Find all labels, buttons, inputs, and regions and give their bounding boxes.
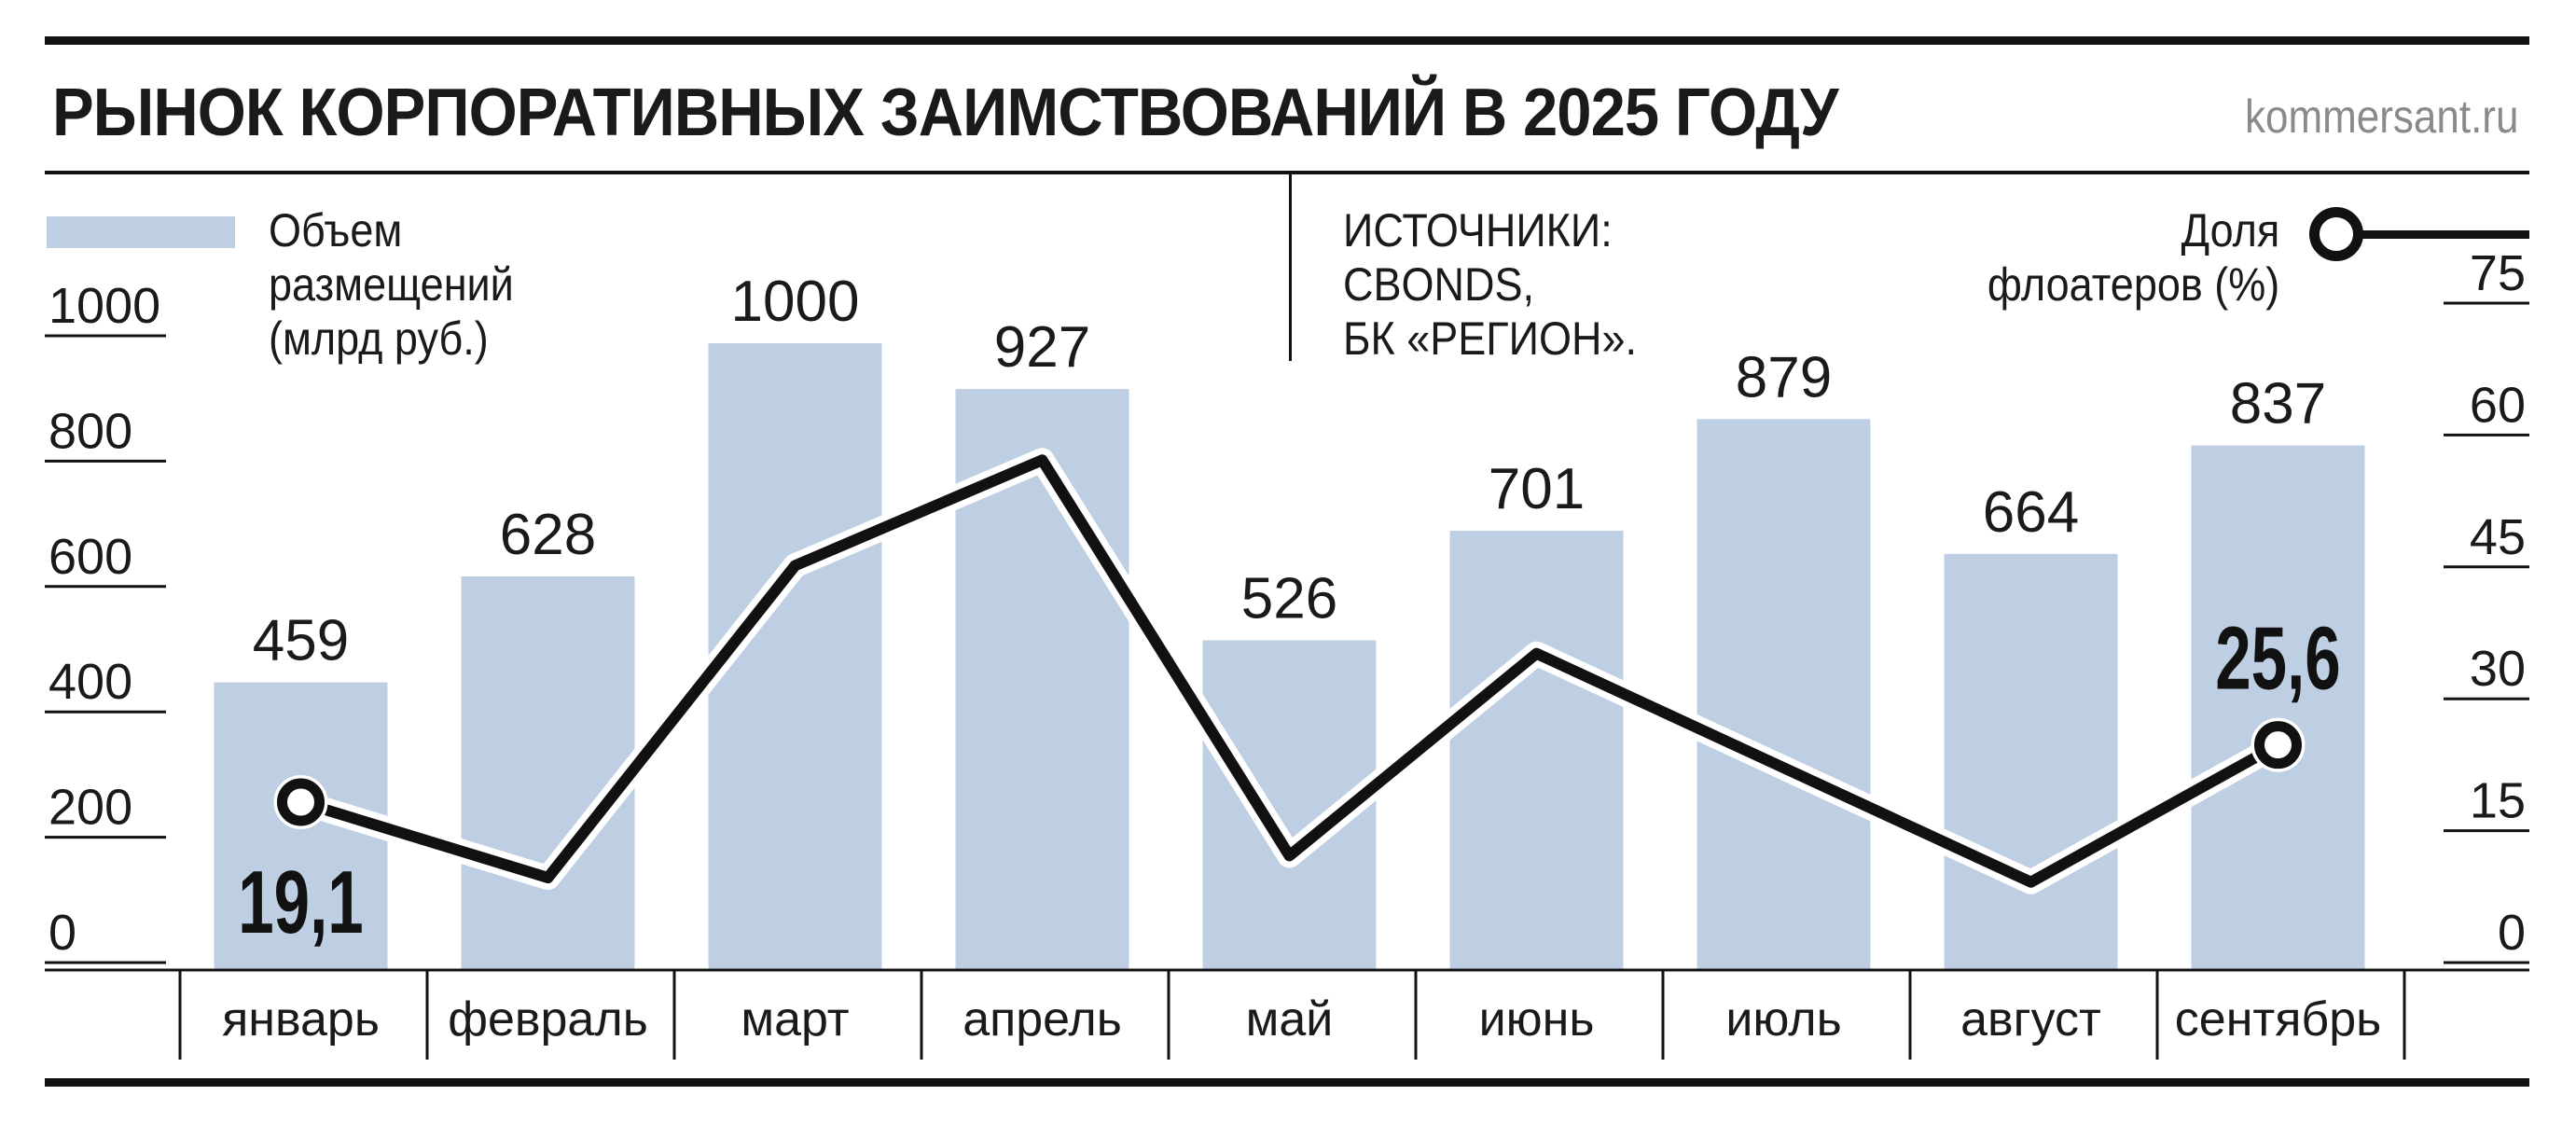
line-legend-line-1: Доля <box>2181 204 2279 256</box>
sources-line-2: CBONDS, <box>1343 258 1535 311</box>
left-axis-tick-label: 400 <box>48 654 132 710</box>
bar-value-label: 1000 <box>731 270 860 334</box>
right-axis-tick-label: 75 <box>2470 245 2526 301</box>
bar-value-label: 927 <box>994 315 1090 380</box>
bar <box>2191 445 2365 970</box>
bar-legend-line-1: Объем <box>269 204 403 256</box>
bar-value-label: 837 <box>2230 372 2326 437</box>
bar-value-label: 526 <box>1241 567 1337 631</box>
category-label: март <box>741 992 849 1047</box>
bar-value-label: 701 <box>1489 457 1585 521</box>
first-point-label: 19,1 <box>238 852 363 952</box>
right-axis-tick-label: 45 <box>2470 509 2526 565</box>
line-series <box>295 454 2284 888</box>
legend-separator <box>1289 174 1292 361</box>
category-label: август <box>1960 992 2101 1047</box>
sources-note: ИСТОЧНИКИ: CBONDS, БК «РЕГИОН». <box>1343 203 1637 366</box>
right-axis-tick-label: 30 <box>2470 641 2526 697</box>
bottom-rule <box>45 1078 2529 1087</box>
bar-legend-line-3: (млрд руб.) <box>269 312 489 365</box>
last-point-label: 25,6 <box>2215 607 2340 708</box>
chart-title: РЫНОК КОРПОРАТИВНЫХ ЗАИМСТВОВАНИЙ В 2025… <box>52 76 1839 150</box>
left-axis-tick-label: 1000 <box>48 278 160 334</box>
bar <box>461 575 635 970</box>
bar-legend-line-2: размещений <box>269 258 514 311</box>
bar-value-label: 879 <box>1736 345 1832 409</box>
line-legend-marker-icon <box>2309 207 2363 261</box>
bar <box>1944 553 2118 970</box>
category-label: июль <box>1725 992 1841 1047</box>
category-label: май <box>1246 992 1334 1047</box>
bar-legend-label: Объем размещений (млрд руб.) <box>269 203 514 366</box>
bar-value-label: 628 <box>500 503 596 567</box>
line-legend-line-2: флоатеров (%) <box>1987 258 2279 311</box>
category-label: июнь <box>1479 992 1595 1047</box>
category-label: сентябрь <box>2175 992 2381 1047</box>
title-rule <box>45 171 2529 174</box>
line-legend-label: Доля флоатеров (%) <box>1987 203 2279 312</box>
site-credit[interactable]: kommersant.ru <box>2244 90 2518 143</box>
sources-line-1: ИСТОЧНИКИ: <box>1343 204 1613 256</box>
line-marker <box>277 778 325 826</box>
line-legend-stroke <box>2360 230 2529 239</box>
category-label: январь <box>222 992 380 1047</box>
category-label: февраль <box>448 992 648 1047</box>
left-axis-tick-label: 600 <box>48 529 132 585</box>
right-axis-tick-label: 60 <box>2470 377 2526 433</box>
bar-value-label: 459 <box>253 609 349 673</box>
right-axis-tick-label: 0 <box>2498 905 2526 961</box>
bar-value-label: 664 <box>1983 480 2079 545</box>
bar <box>1449 530 1624 970</box>
right-axis-tick-label: 15 <box>2470 773 2526 829</box>
bar-legend-swatch <box>47 216 235 248</box>
left-axis-tick-label: 800 <box>48 403 132 459</box>
left-axis-tick-label: 0 <box>48 905 76 961</box>
line-marker <box>2254 721 2302 769</box>
top-rule <box>45 36 2529 45</box>
category-label: апрель <box>963 992 1122 1047</box>
sources-line-3: БК «РЕГИОН». <box>1343 312 1638 365</box>
left-axis-tick-label: 200 <box>48 780 132 836</box>
bar <box>1697 419 1871 970</box>
